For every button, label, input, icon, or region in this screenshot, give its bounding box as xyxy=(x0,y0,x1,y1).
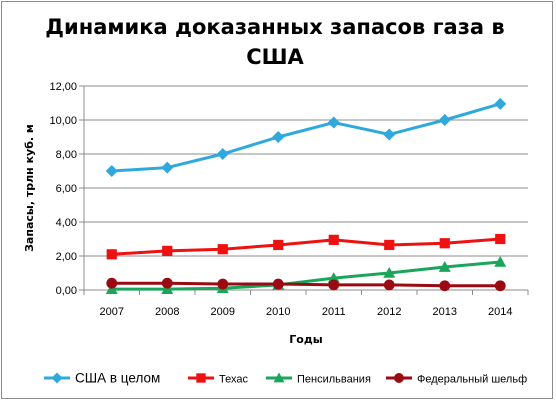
x-tick-label: 2012 xyxy=(377,306,401,318)
y-tick-label: 10,00 xyxy=(49,115,77,127)
legend-label: США в целом xyxy=(75,371,160,386)
y-tick-label: 6,00 xyxy=(56,183,77,195)
y-tick-label: 4,00 xyxy=(56,217,77,229)
data-point xyxy=(328,279,340,291)
x-tick-label: 2013 xyxy=(433,306,457,318)
series-4 xyxy=(106,277,506,292)
y-tick-label: 2,00 xyxy=(56,251,77,263)
legend-marker xyxy=(394,373,404,383)
series-line xyxy=(111,102,501,173)
data-point xyxy=(327,272,340,283)
series-1 xyxy=(105,97,507,177)
x-tick-label: 2011 xyxy=(322,306,346,318)
data-point xyxy=(494,97,507,110)
data-point xyxy=(438,261,451,272)
data-point xyxy=(383,267,396,278)
data-point xyxy=(106,249,117,260)
x-tick-label: 2008 xyxy=(155,306,179,318)
axes: 0,00 2,00 4,00 6,00 8,00 10,00 12,00 2007 2008 20… xyxy=(23,81,529,346)
legend-label: Техас xyxy=(219,374,248,386)
data-point xyxy=(105,165,118,177)
data-point xyxy=(216,148,229,160)
legend-item-1: США в целом xyxy=(44,371,160,386)
chart-title-line-1: Динамика доказанных запасов газа в xyxy=(45,15,505,39)
x-tick-label: 2007 xyxy=(100,306,124,318)
x-tick-label: 2009 xyxy=(211,306,235,318)
data-point xyxy=(384,239,395,251)
legend-marker xyxy=(273,372,285,383)
x-axis-title: Годы xyxy=(289,333,322,346)
data-point xyxy=(272,278,284,290)
data-point xyxy=(327,116,340,129)
series-line xyxy=(111,237,501,256)
data-point xyxy=(273,239,284,251)
legend-item-4: Федеральный шельф xyxy=(386,373,527,386)
legend-marker xyxy=(51,372,63,384)
legend-marker xyxy=(196,373,206,383)
data-point xyxy=(217,278,229,290)
data-point xyxy=(439,280,451,292)
data-point xyxy=(217,244,228,255)
data-point xyxy=(161,277,173,289)
gridlines xyxy=(84,85,528,257)
y-axis-title: Запасы, трлн куб. м xyxy=(23,124,36,252)
chart-title: Динамика доказанных запасов газа в США xyxy=(40,12,510,72)
y-tick-label: 8,00 xyxy=(56,149,77,161)
x-tick-label: 2014 xyxy=(488,306,512,318)
legend: США в целом Техас Пенсильвания Федеральный … xyxy=(44,371,527,386)
legend-item-2: Техас xyxy=(188,373,248,386)
y-tick-label: 12,00 xyxy=(49,81,77,93)
data-point xyxy=(494,280,506,292)
data-point xyxy=(383,128,396,141)
y-tick-label: 0,00 xyxy=(56,285,77,297)
data-point xyxy=(383,279,395,291)
series-2 xyxy=(106,233,506,260)
x-tick-label: 2010 xyxy=(266,306,290,318)
legend-label: Федеральный шельф xyxy=(417,374,527,386)
data-point xyxy=(106,277,118,289)
data-point xyxy=(162,245,173,256)
legend-item-3: Пенсильвания xyxy=(266,372,371,386)
data-point xyxy=(439,238,450,249)
data-point xyxy=(272,131,285,143)
data-point xyxy=(438,114,451,126)
series-line xyxy=(111,281,501,288)
series-lines xyxy=(105,97,507,294)
data-point xyxy=(495,233,506,245)
chart-title-line-2: США xyxy=(246,45,304,69)
data-point xyxy=(494,255,507,267)
legend-label: Пенсильвания xyxy=(297,374,371,386)
data-point xyxy=(328,234,339,245)
data-point xyxy=(161,161,174,174)
series-line xyxy=(111,260,501,291)
